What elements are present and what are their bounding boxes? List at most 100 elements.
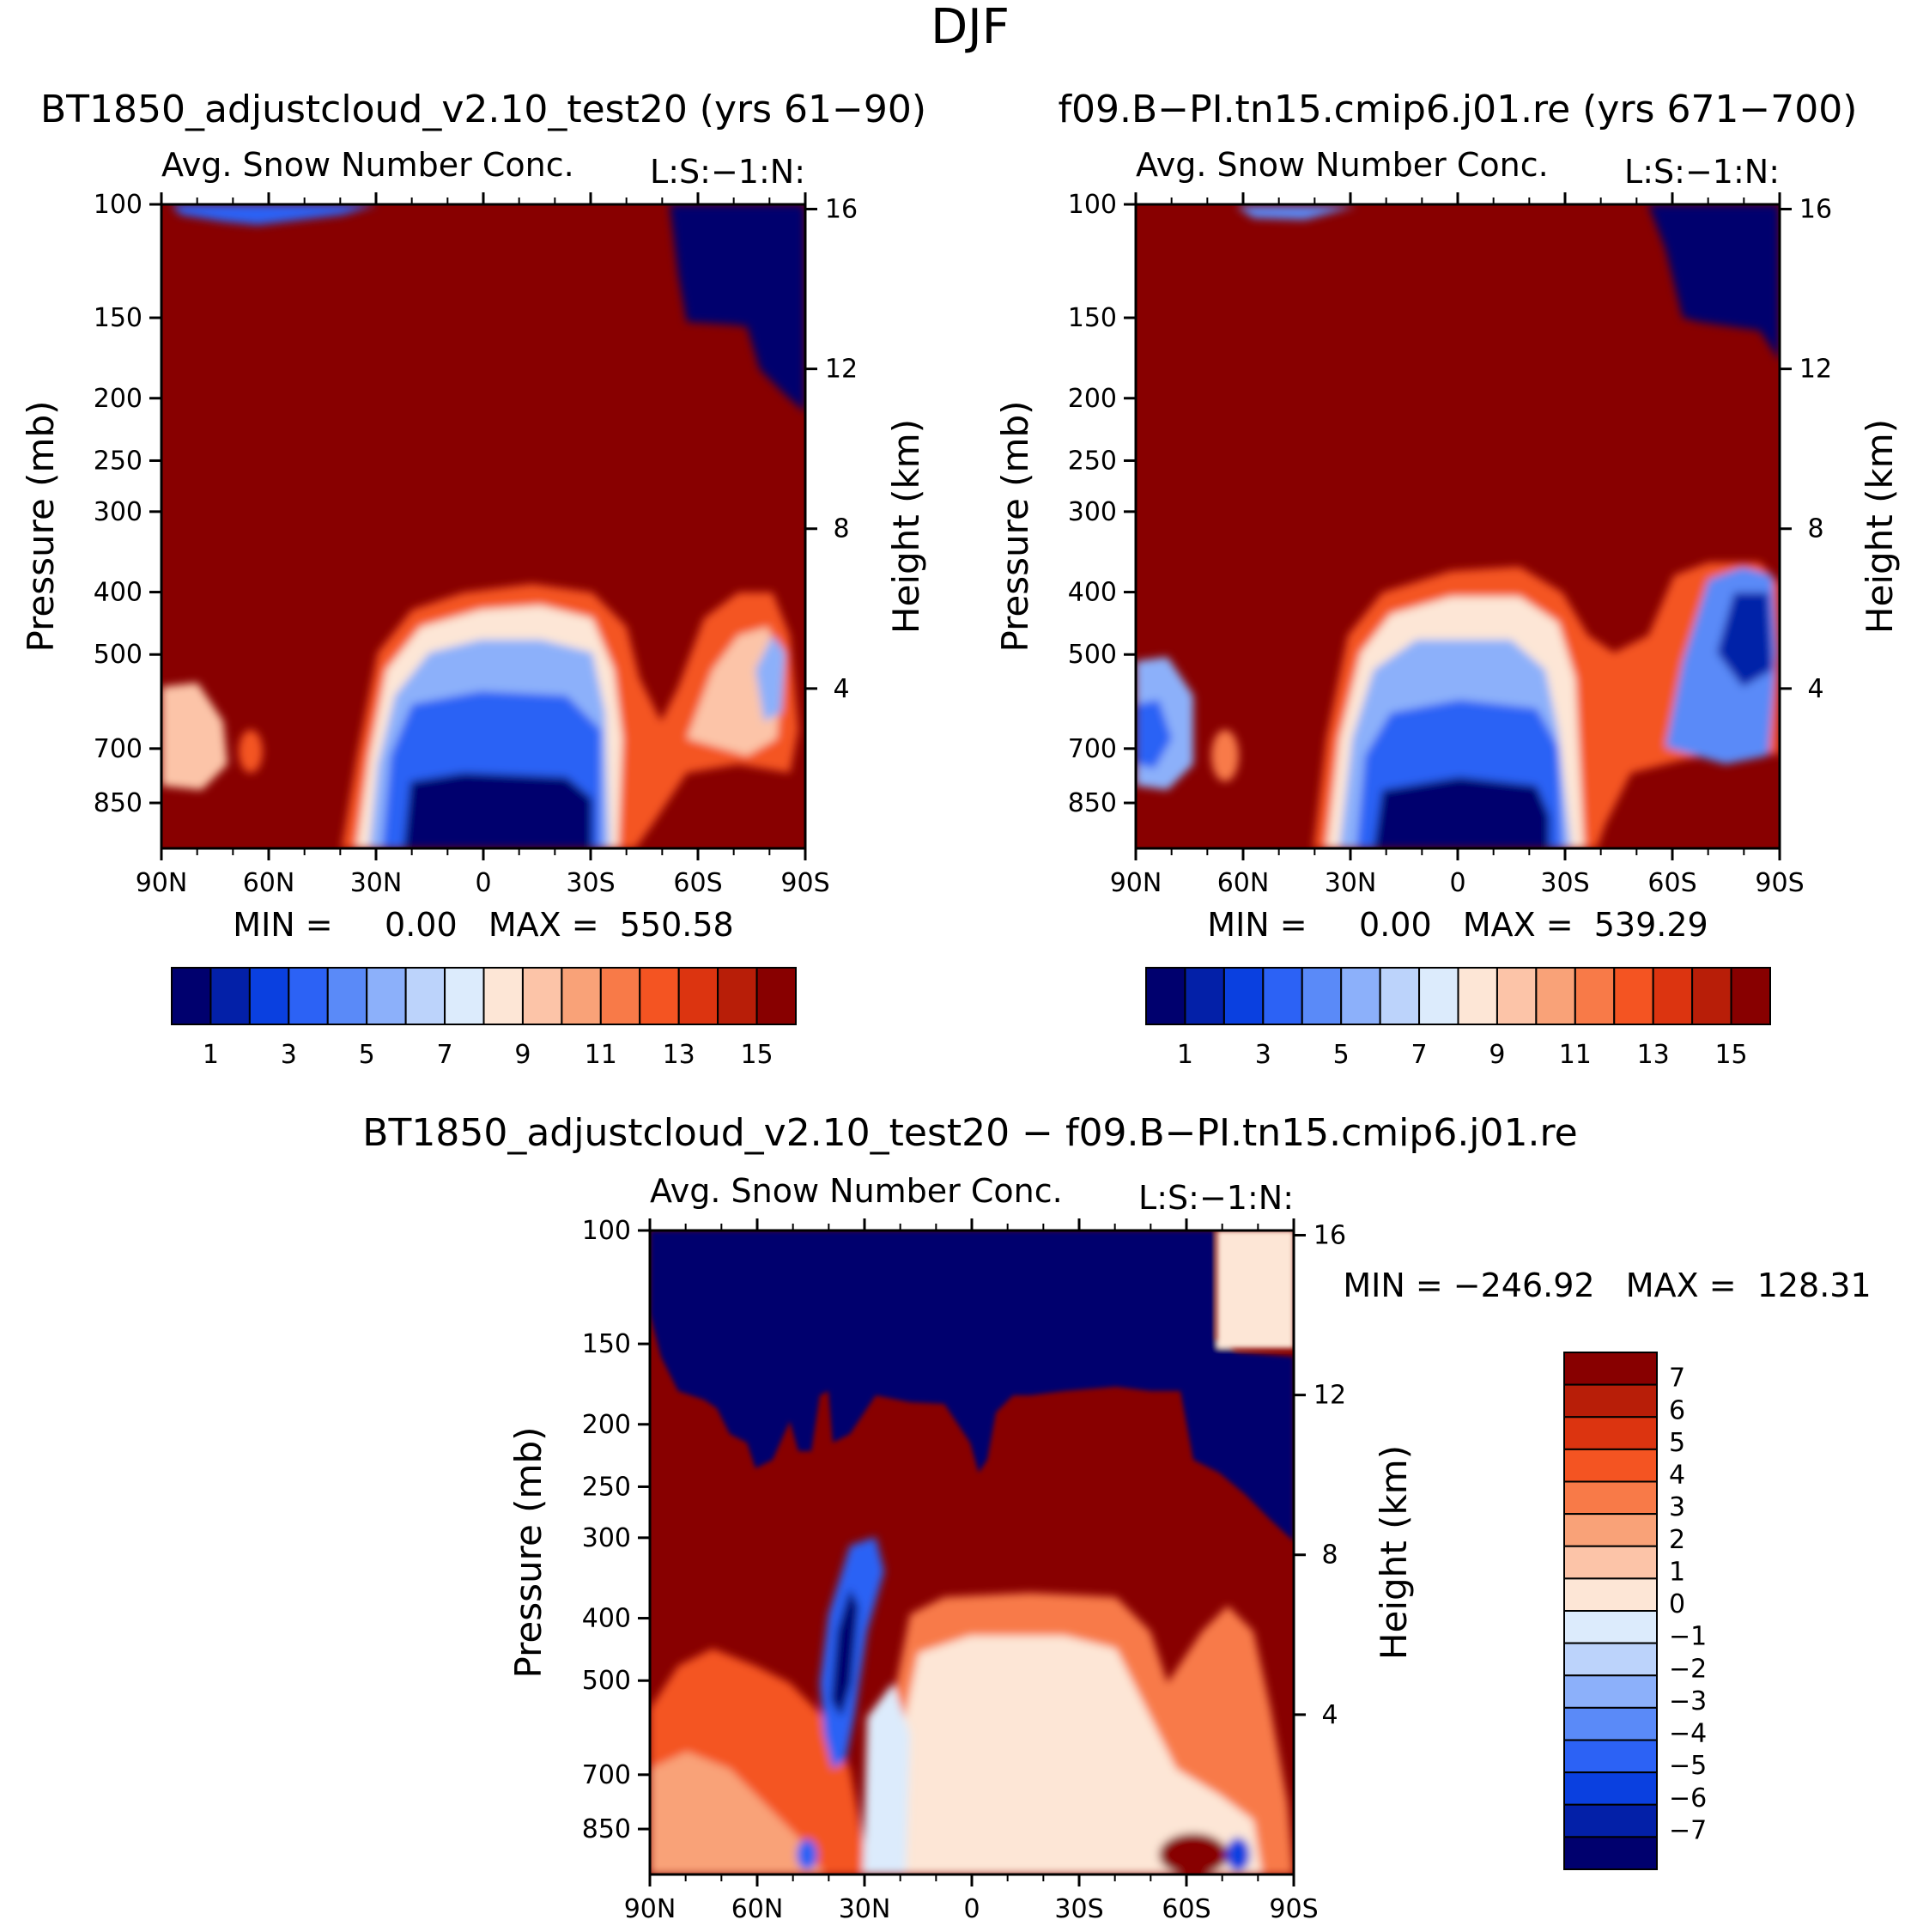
y-tick-label: 150 bbox=[94, 303, 143, 333]
y-tick-label: 150 bbox=[1068, 303, 1117, 333]
colorbar-swatch bbox=[1652, 967, 1694, 1025]
colorbar-swatch bbox=[1563, 1642, 1658, 1677]
y2-tick-label: 12 bbox=[825, 355, 858, 385]
y-tick-label: 500 bbox=[1068, 640, 1117, 670]
colorbar-label: 2 bbox=[1669, 1525, 1685, 1555]
x-tick-label: 60N bbox=[731, 1894, 784, 1924]
panel-b-top-left-blue bbox=[1236, 206, 1356, 220]
y-tick-label: 150 bbox=[582, 1329, 631, 1359]
y2-tick-label: 4 bbox=[1321, 1700, 1338, 1730]
y2-tick-label: 12 bbox=[1799, 355, 1832, 385]
panel-b-y-label: Pressure (mb) bbox=[994, 400, 1036, 652]
colorbar-swatch bbox=[209, 967, 251, 1025]
panel-a-title: BT1850_adjustcloud_v2.10_test20 (yrs 61−… bbox=[40, 88, 926, 131]
x-tick-label: 30S bbox=[1054, 1894, 1103, 1924]
panel-c-left-string: Avg. Snow Number Conc. bbox=[650, 1172, 1063, 1210]
y-tick-label: 250 bbox=[94, 446, 143, 476]
colorbar-swatch bbox=[1563, 1577, 1658, 1612]
colorbar-swatch bbox=[1563, 1739, 1658, 1774]
colorbar-label: 1 bbox=[1177, 1040, 1193, 1070]
panel-a-y2-label: Height (km) bbox=[885, 419, 927, 634]
colorbar-label: 9 bbox=[514, 1040, 531, 1070]
colorbar-swatch bbox=[1563, 1545, 1658, 1580]
x-tick-label: 90S bbox=[1755, 868, 1804, 898]
panel-a-y2-ticks: 16 12 8 4 bbox=[805, 194, 858, 704]
y-tick-label: 400 bbox=[582, 1604, 631, 1634]
y-tick-label: 300 bbox=[1068, 497, 1117, 527]
panel-c-x-ticks: 90N 60N 30N 0 30S 60S 90S bbox=[624, 1218, 1319, 1924]
colorbar-label: 7 bbox=[1411, 1040, 1428, 1070]
y-tick-label: 100 bbox=[1068, 190, 1117, 220]
colorbar-swatch bbox=[1563, 1480, 1658, 1516]
panel-b-left-string: Avg. Snow Number Conc. bbox=[1136, 146, 1549, 184]
colorbar-label: −7 bbox=[1669, 1815, 1707, 1845]
colorbar-label: 5 bbox=[359, 1040, 375, 1070]
panel-a-stats: MIN = 0.00 MAX = 550.58 bbox=[233, 906, 733, 944]
panel-a-top-left-blue bbox=[172, 204, 378, 225]
colorbar-swatch bbox=[639, 967, 680, 1025]
x-tick-label: 60N bbox=[243, 868, 295, 898]
y-tick-label: 700 bbox=[94, 734, 143, 764]
y-tick-label: 300 bbox=[582, 1523, 631, 1553]
colorbar-label: 13 bbox=[663, 1040, 695, 1070]
colorbar-swatch bbox=[1563, 1706, 1658, 1741]
panel-b-y2-ticks: 16 12 8 4 bbox=[1780, 194, 1832, 704]
colorbar-label: 15 bbox=[1714, 1040, 1747, 1070]
colorbar-swatch bbox=[404, 967, 446, 1025]
panel-b-title: f09.B−PI.tn15.cmip6.j01.re (yrs 671−700) bbox=[1059, 88, 1858, 131]
panel-a-right-warm-region bbox=[687, 627, 781, 756]
x-tick-label: 90S bbox=[780, 868, 829, 898]
panel-c-lower-left-blue bbox=[797, 1839, 817, 1870]
y2-tick-label: 12 bbox=[1313, 1381, 1346, 1411]
colorbar-swatch bbox=[288, 967, 329, 1025]
panel-c-center-light-blue bbox=[863, 1683, 910, 1874]
x-tick-label: 90N bbox=[136, 868, 188, 898]
panel-c-lower-right-blob bbox=[1159, 1833, 1228, 1874]
y2-tick-label: 8 bbox=[1321, 1540, 1338, 1571]
y-tick-label: 850 bbox=[1068, 788, 1117, 818]
colorbar-swatch bbox=[1262, 967, 1303, 1025]
x-tick-label: 60S bbox=[673, 868, 722, 898]
panel-c-y-label: Pressure (mb) bbox=[507, 1426, 549, 1678]
colorbar-swatch bbox=[1535, 967, 1576, 1025]
colorbar-swatch bbox=[599, 967, 641, 1025]
panel-c-lower-right-blue bbox=[1226, 1838, 1250, 1872]
panel-a-field bbox=[161, 204, 805, 848]
panel-a-left-warm-blob bbox=[161, 683, 228, 790]
x-tick-label: 0 bbox=[963, 1894, 980, 1924]
colorbar-swatch bbox=[1457, 967, 1498, 1025]
colorbar-label: 1 bbox=[1669, 1557, 1685, 1587]
y-tick-label: 850 bbox=[582, 1814, 631, 1844]
colorbar-label: 13 bbox=[1637, 1040, 1670, 1070]
x-tick-label: 60S bbox=[1647, 868, 1696, 898]
x-tick-label: 30N bbox=[1325, 868, 1377, 898]
colorbar-label: −1 bbox=[1669, 1622, 1707, 1652]
y-tick-label: 250 bbox=[1068, 446, 1117, 476]
colorbar-swatch bbox=[1574, 967, 1616, 1025]
colorbar-swatch bbox=[1495, 967, 1538, 1025]
panel-a-top-right-blue bbox=[670, 204, 805, 412]
x-tick-label: 60N bbox=[1217, 868, 1270, 898]
colorbar-swatch bbox=[1563, 1803, 1658, 1838]
y-tick-label: 250 bbox=[582, 1472, 631, 1502]
colorbar-label: 7 bbox=[437, 1040, 453, 1070]
panel-a-right-string: L:S:−1:N: bbox=[650, 153, 805, 191]
colorbar-swatch bbox=[755, 967, 797, 1025]
colorbar-swatch bbox=[1563, 1352, 1658, 1386]
panel-c-field bbox=[650, 1230, 1294, 1874]
y-tick-label: 850 bbox=[94, 788, 143, 818]
colorbar-label: −3 bbox=[1669, 1686, 1707, 1716]
colorbar-swatch bbox=[677, 967, 719, 1025]
colorbar-swatch bbox=[1418, 967, 1459, 1025]
y-tick-label: 700 bbox=[1068, 734, 1117, 764]
colorbar-label: 11 bbox=[1559, 1040, 1592, 1070]
panel-a-y-label: Pressure (mb) bbox=[20, 400, 62, 652]
colorbar-swatch bbox=[248, 967, 290, 1025]
colorbar-swatch bbox=[1563, 1416, 1658, 1450]
x-tick-label: 30S bbox=[566, 868, 615, 898]
y2-tick-label: 16 bbox=[1313, 1220, 1346, 1250]
colorbar-swatch bbox=[1730, 967, 1771, 1025]
panel-a-y-ticks: 100 150 200 250 300 400 500 700 850 bbox=[94, 190, 161, 818]
y2-tick-label: 4 bbox=[1807, 674, 1823, 704]
panel-c-title: BT1850_adjustcloud_v2.10_test20 − f09.B−… bbox=[362, 1111, 1577, 1155]
